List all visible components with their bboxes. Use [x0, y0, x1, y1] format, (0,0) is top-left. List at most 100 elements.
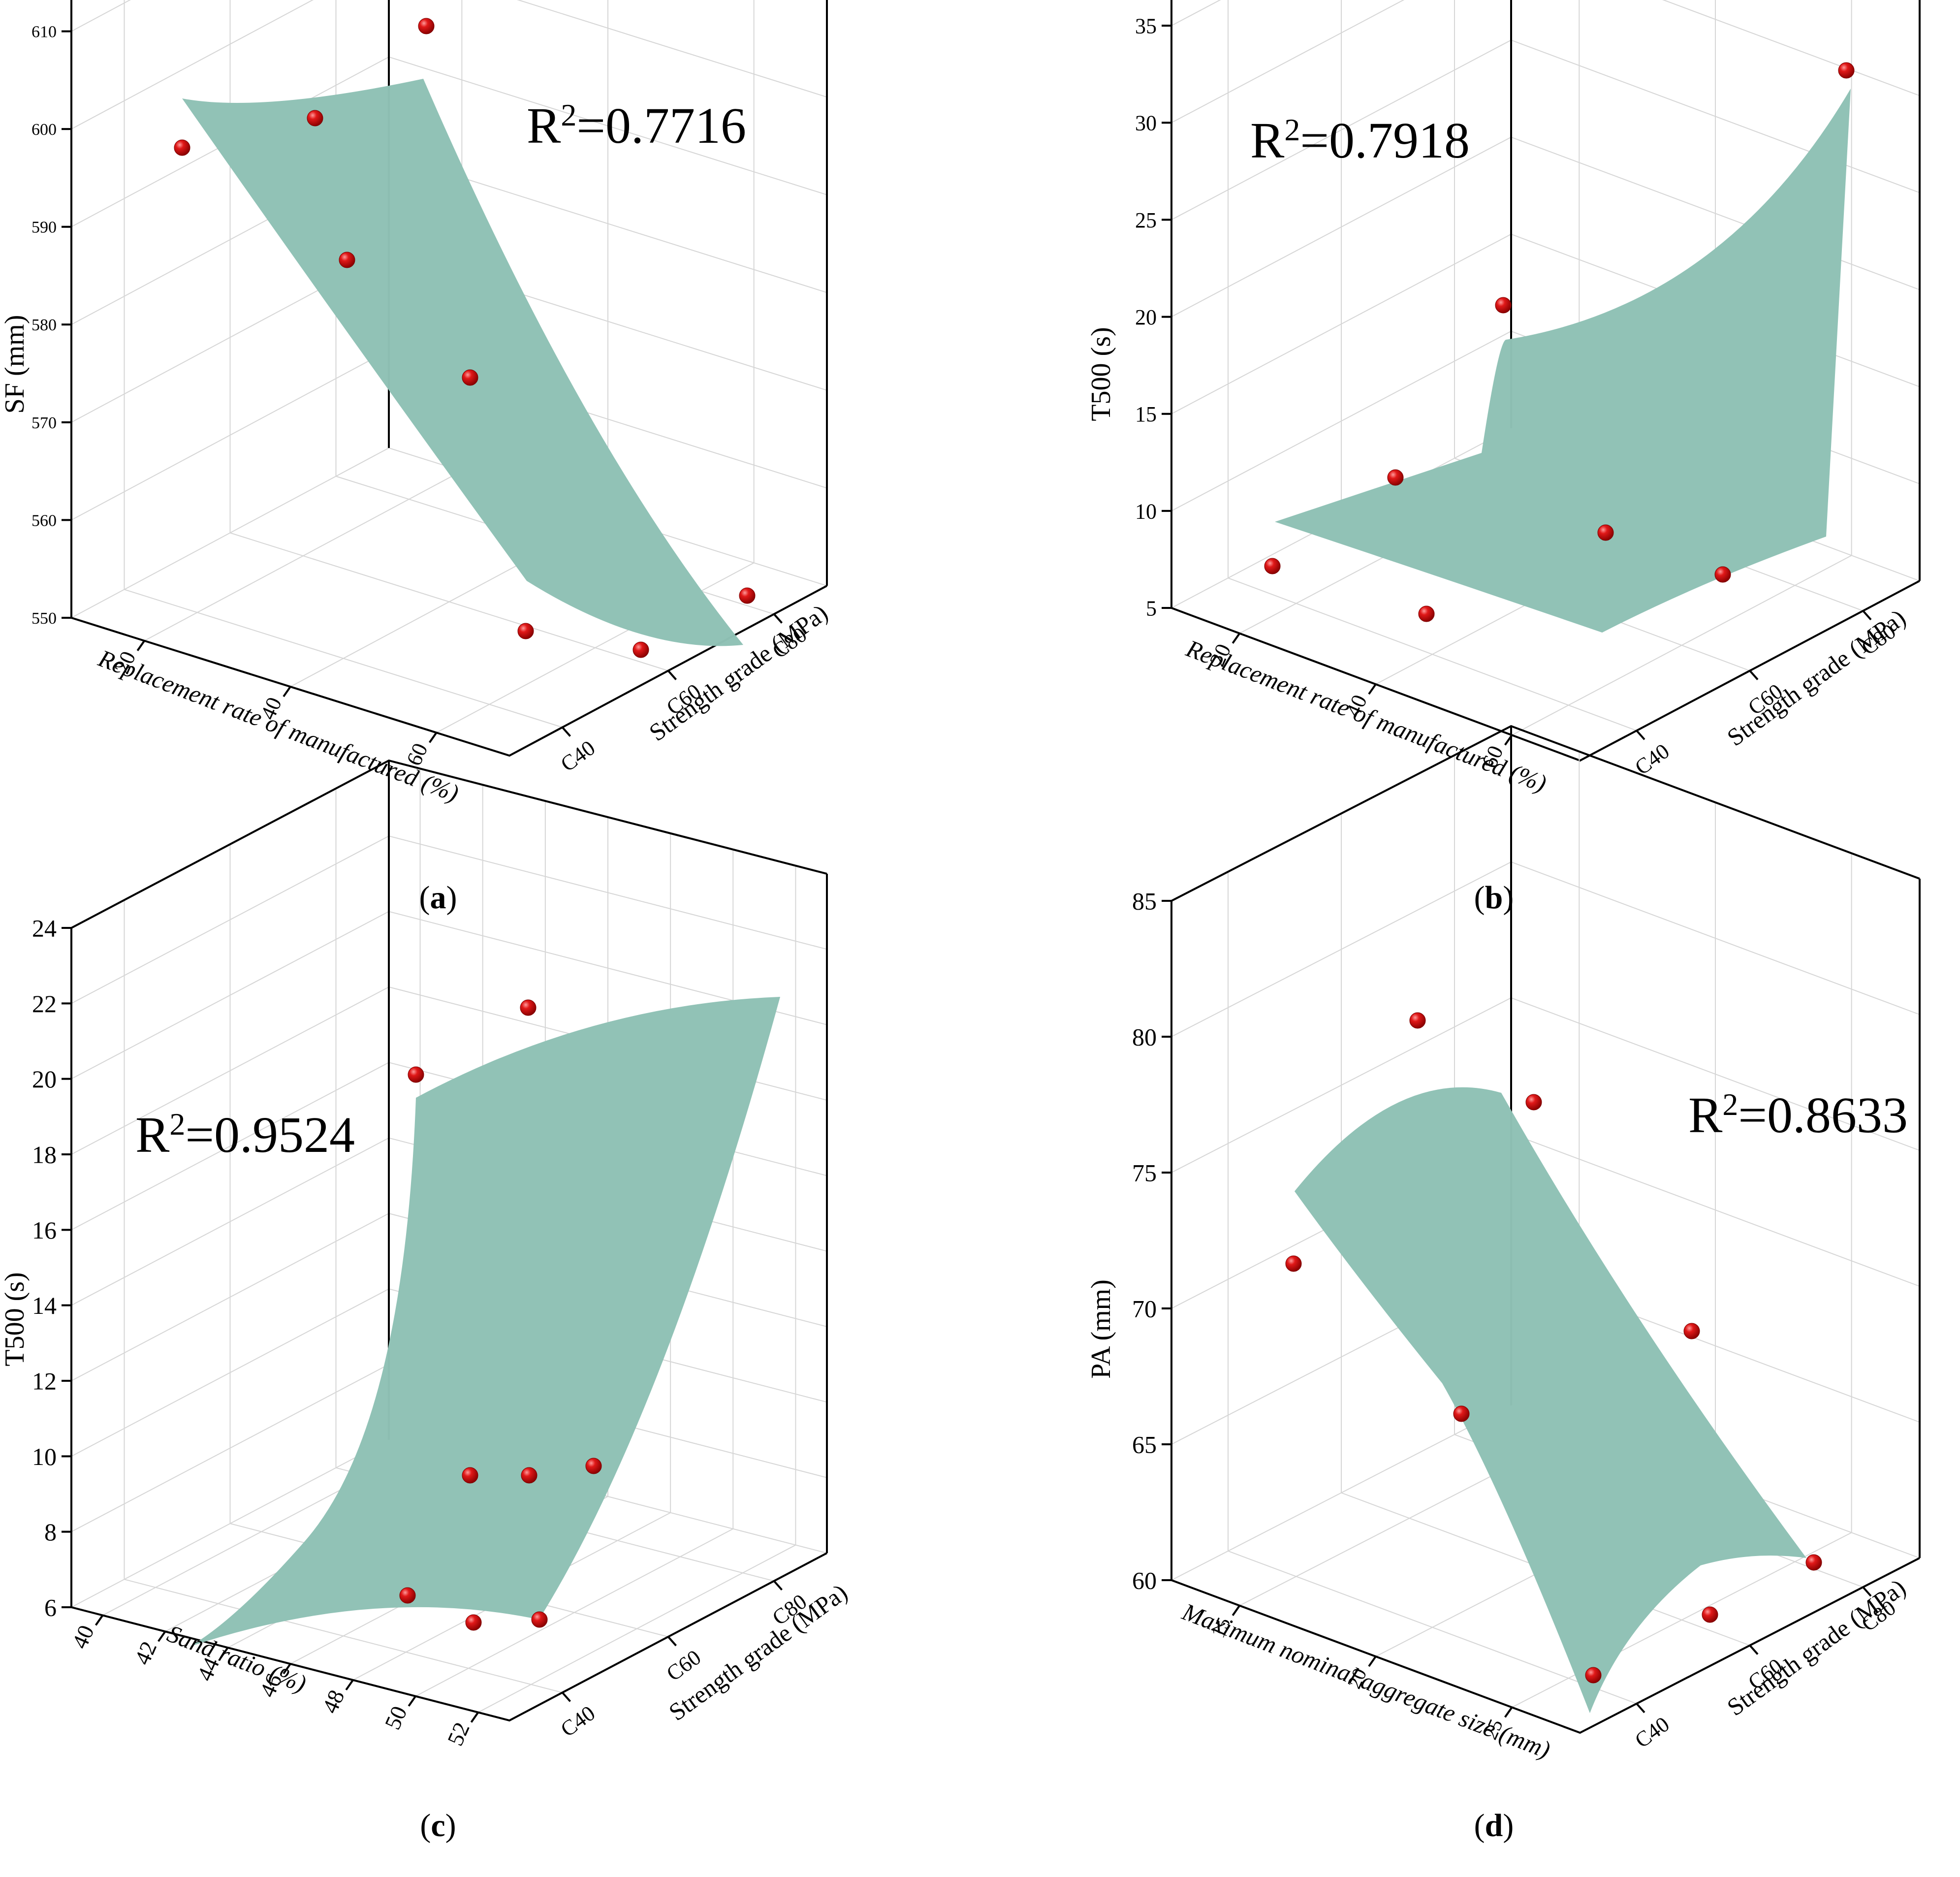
- data-point: [739, 587, 756, 604]
- y-tick: [1636, 730, 1645, 740]
- z-tick-label: 6: [44, 1594, 57, 1622]
- gridline-floor-y: [230, 532, 668, 671]
- axis-floor-front: [1171, 1557, 1920, 1734]
- x-tick: [136, 640, 145, 651]
- caption-close: ): [446, 880, 457, 916]
- data-point: [1805, 1554, 1822, 1571]
- gridline-floor-y: [1228, 577, 1637, 732]
- data-point: [307, 110, 323, 127]
- r-squared-value: =0.8633: [1738, 1087, 1908, 1144]
- caption-open: (: [420, 1808, 431, 1844]
- x-tick: [158, 1631, 166, 1642]
- z-tick-label: 70: [1132, 1295, 1157, 1323]
- data-point: [585, 1458, 602, 1474]
- z-axis-title: T500 (s): [1086, 327, 1116, 421]
- data-point: [418, 18, 435, 34]
- z-tick-label: 10: [1135, 499, 1157, 523]
- x-tick: [470, 1712, 479, 1723]
- y-tick: [773, 613, 783, 624]
- x-tick: [1368, 683, 1377, 695]
- z-tick-label: 580: [32, 316, 57, 334]
- data-point: [462, 369, 478, 386]
- x-tick-label: 40: [67, 1622, 99, 1653]
- z-tick-label: 65: [1132, 1431, 1157, 1459]
- data-point: [1702, 1606, 1718, 1623]
- data-point: [632, 641, 649, 658]
- y-tick: [1636, 1703, 1645, 1714]
- x-tick: [1232, 1605, 1240, 1616]
- z-axis-title: SF (mm): [0, 315, 30, 414]
- data-point: [521, 1467, 537, 1484]
- data-point: [399, 1587, 416, 1604]
- z-tick-label: 24: [32, 915, 57, 942]
- data-point: [1418, 605, 1435, 622]
- z-tick-label: 25: [1135, 208, 1157, 232]
- y-tick-label: C40: [556, 1701, 600, 1742]
- caption-open: (: [1474, 880, 1485, 916]
- z-tick-label: 85: [1132, 888, 1157, 915]
- r-squared-value: =0.7918: [1300, 112, 1470, 169]
- x-tick: [345, 1679, 354, 1691]
- axis-floor-front: [1171, 580, 1920, 762]
- y-tick: [562, 1692, 571, 1702]
- y-axis-title: Strength grade (MPa): [1722, 604, 1910, 751]
- panel-caption: (c): [420, 1808, 456, 1844]
- r-squared-prefix: R: [1688, 1087, 1723, 1144]
- z-tick-label: 20: [32, 1065, 57, 1093]
- z-tick-label: 12: [32, 1368, 57, 1395]
- z-tick-label: 22: [32, 990, 57, 1018]
- caption-letter: a: [430, 880, 446, 916]
- x-tick: [95, 1615, 104, 1626]
- x-tick-label: 50: [379, 1702, 411, 1733]
- gridline-z: [71, 0, 131, 32]
- data-point: [1285, 1255, 1302, 1272]
- x-tick: [283, 686, 291, 698]
- gridline-floor-y: [124, 1579, 563, 1693]
- fitted-surface: [190, 997, 780, 1647]
- y-tick: [1749, 670, 1759, 680]
- x-tick-label: 48: [317, 1686, 349, 1717]
- axis-floor-front: [71, 1552, 827, 1722]
- panel-b: 510152025303540204060C40C60C80T500 (s)Re…: [1086, 0, 1921, 916]
- z-tick-label: 8: [44, 1518, 57, 1546]
- y-tick: [1749, 1645, 1759, 1655]
- x-axis-title: Replacement rate of manufactured (%): [95, 644, 463, 807]
- fitted-surface: [1275, 89, 1851, 633]
- panel-caption: (a): [419, 880, 457, 916]
- gridline-floor-y: [1228, 1550, 1637, 1704]
- panel-caption: (d): [1474, 1808, 1514, 1844]
- z-tick-label: 80: [1132, 1023, 1157, 1051]
- caption-close: ): [445, 1808, 456, 1844]
- data-point: [465, 1614, 482, 1631]
- z-tick-label: 550: [32, 609, 57, 628]
- data-point: [1714, 566, 1731, 583]
- gridline-z: [71, 835, 827, 1004]
- data-point: [520, 999, 537, 1016]
- x-tick: [429, 732, 438, 743]
- data-point: [1387, 469, 1404, 486]
- r-squared-superscript: 2: [169, 1107, 185, 1142]
- data-point: [1409, 1012, 1426, 1029]
- y-tick: [1862, 610, 1872, 621]
- z-tick-label: 75: [1132, 1159, 1157, 1187]
- r-squared-prefix: R: [527, 97, 561, 154]
- z-tick-label: 560: [32, 511, 57, 530]
- x-tick: [1504, 1707, 1513, 1718]
- z-tick-label: 10: [32, 1443, 57, 1470]
- y-tick: [562, 727, 571, 737]
- x-tick-label: 42: [129, 1638, 161, 1669]
- y-tick: [667, 1636, 677, 1647]
- z-tick-label: 600: [32, 121, 57, 139]
- x-tick: [220, 1647, 229, 1658]
- fitted-surface: [182, 79, 743, 646]
- data-point: [1453, 1405, 1470, 1422]
- data-point: [408, 1066, 424, 1083]
- r-squared-superscript: 2: [561, 97, 576, 132]
- data-point: [1495, 297, 1512, 314]
- r-squared-label: R2=0.9524: [135, 1107, 355, 1164]
- y-tick: [773, 1580, 783, 1591]
- r-squared-label: R2=0.8633: [1688, 1087, 1908, 1144]
- z-tick-label: 18: [32, 1141, 57, 1169]
- gridline-floor-y: [124, 589, 563, 728]
